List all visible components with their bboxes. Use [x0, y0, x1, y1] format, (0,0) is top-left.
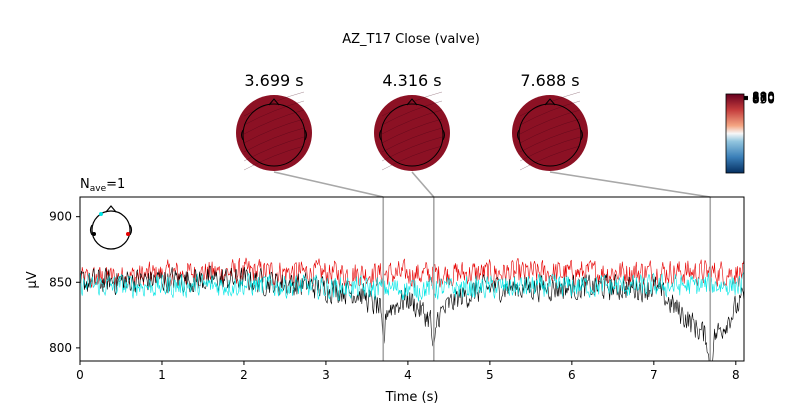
topomap: 3.699 s [236, 71, 312, 171]
colorbar-tick-label: 870 [752, 91, 775, 105]
x-axis: 0 1 2 3 4 5 6 7 8 [76, 361, 740, 382]
topomap-disc [236, 95, 312, 171]
topomap-time-label: 7.688 s [520, 71, 579, 90]
x-tick-label: 2 [240, 368, 248, 382]
sensor-red-dot [126, 232, 130, 236]
y-tick-label: 800 [49, 341, 72, 355]
x-tick-label: 3 [322, 368, 330, 382]
x-tick-label: 5 [486, 368, 494, 382]
sensor-inset [89, 205, 133, 250]
colorbar-gradient [725, 93, 745, 174]
plot-area [79, 196, 745, 362]
topomap-connector [411, 171, 435, 198]
topomap-connector [273, 171, 384, 198]
x-tick-label: 8 [732, 368, 740, 382]
x-tick-label: 0 [76, 368, 84, 382]
nave-label: Nave=1 [80, 177, 125, 194]
topomap-head-outline [518, 103, 582, 167]
sensor-black-dot [92, 232, 96, 236]
y-tick-label: 900 [49, 210, 72, 224]
topomap-head-outline [242, 103, 306, 167]
colorbar-tick-label: 850 [752, 93, 775, 107]
topomap-time-label: 4.316 s [382, 71, 441, 90]
y-axis-label: µV [25, 271, 40, 288]
topomap-disc [374, 95, 450, 171]
x-axis-label: Time (s) [385, 390, 439, 405]
series-line [80, 271, 744, 302]
topomap-head-outline [380, 103, 444, 167]
topomap: 7.688 s [512, 71, 588, 171]
topomap-disc [512, 95, 588, 171]
colorbar-tick-label: 880 [752, 90, 775, 104]
plot-frame [79, 196, 745, 362]
y-axis: 800 850 900 [49, 210, 80, 355]
figure-title: AZ_T17 Close (valve) [342, 32, 480, 47]
topomap-connector [549, 171, 711, 198]
x-tick-label: 7 [650, 368, 658, 382]
topomap: 4.316 s [374, 71, 450, 171]
time-markers [382, 197, 712, 361]
connector-lines [273, 171, 711, 198]
y-tick-label: 850 [49, 275, 72, 289]
colorbar-tick-label: 890 [752, 89, 775, 103]
topomap-group: 3.699 s 4.316 s 7.688 s [236, 71, 588, 171]
colorbar-tick-label: 860 [752, 92, 775, 106]
series-line [80, 257, 744, 289]
topomap-time-label: 3.699 s [244, 71, 303, 90]
x-tick-label: 4 [404, 368, 412, 382]
x-tick-label: 6 [568, 368, 576, 382]
sensor-cyan-dot [99, 212, 103, 216]
x-tick-label: 1 [158, 368, 166, 382]
